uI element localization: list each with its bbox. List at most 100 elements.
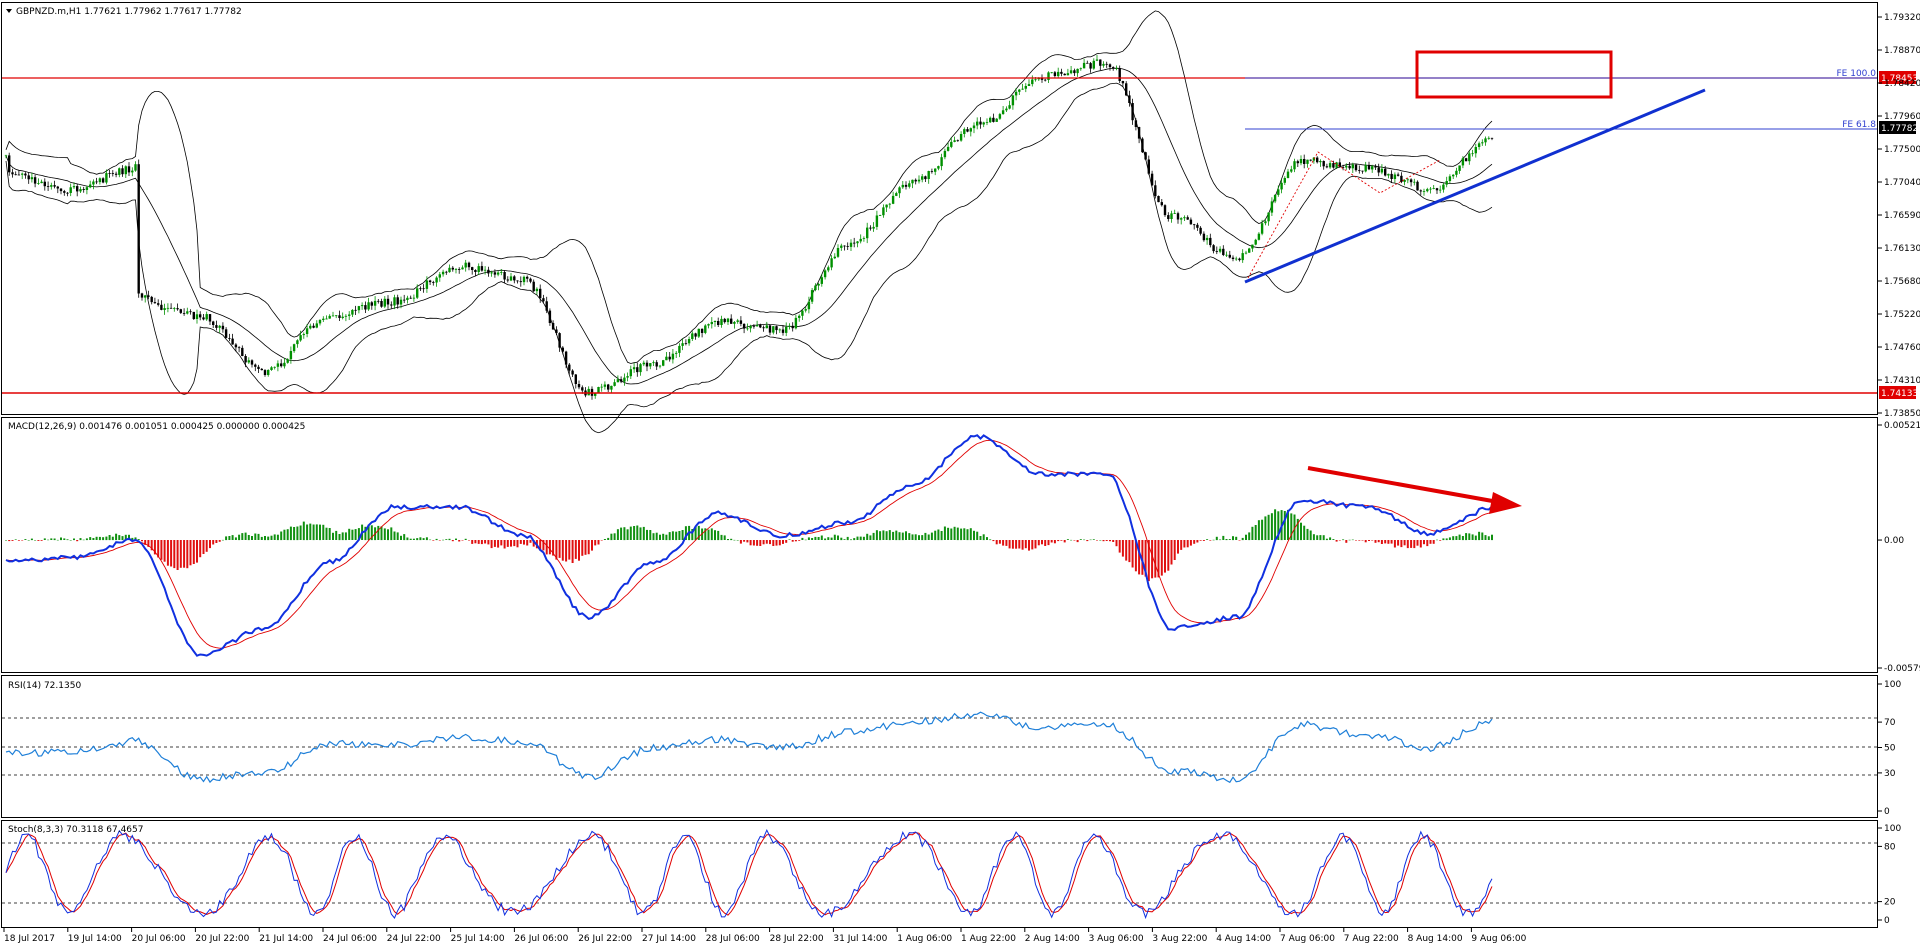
stoch-y-tick-label: 100 (1884, 824, 1901, 834)
main-y-tick-label: 1.74760 (1884, 343, 1920, 353)
candle-body (305, 328, 309, 334)
macd-histogram-bar (247, 535, 250, 541)
macd-histogram-bar (1293, 514, 1296, 541)
macd-histogram-bar (448, 538, 451, 541)
macd-histogram-bar (1112, 540, 1115, 542)
rsi-title: RSI(14) 72.1350 (8, 681, 81, 691)
candle-body (972, 125, 976, 129)
macd-histogram-bar (769, 540, 771, 545)
candle-body (1047, 72, 1050, 80)
macd-histogram-bar (238, 534, 241, 541)
candle-body (1254, 239, 1257, 245)
macd-histogram-bar (1316, 535, 1319, 540)
x-tick-label: 1 Aug 22:00 (961, 934, 1016, 944)
candle-body (467, 262, 471, 268)
macd-histogram-bar (225, 536, 228, 541)
candle-body (451, 267, 454, 270)
x-tick-label: 20 Jul 22:00 (195, 934, 249, 944)
macd-histogram-bar (791, 540, 794, 542)
macd-histogram-bar (1196, 540, 1199, 543)
macd-histogram-bar (1173, 540, 1176, 560)
candle-body (817, 283, 820, 286)
macd-histogram-bar (1083, 539, 1086, 541)
candle-body (946, 146, 950, 151)
candle-body (810, 290, 814, 302)
candle-body (114, 173, 118, 175)
candle-body (425, 280, 429, 289)
candle-body (869, 227, 872, 229)
candle-body (1180, 218, 1183, 220)
bollinger-middle-band (5, 67, 1493, 385)
candle-body (435, 277, 438, 283)
macd-histogram-bar (626, 529, 629, 540)
macd-histogram-bar (1345, 540, 1348, 543)
candle-body (655, 362, 658, 367)
candle-body (422, 288, 425, 290)
macd-histogram-bar (111, 536, 114, 541)
macd-histogram-bar (1099, 540, 1102, 541)
candle-body (1409, 179, 1413, 183)
candle-body (885, 204, 888, 208)
macd-histogram-bar (882, 530, 885, 540)
macd-histogram-bar (286, 529, 289, 541)
candle-body (189, 311, 192, 313)
candle-body (1011, 95, 1015, 106)
candle-body (1390, 173, 1393, 179)
macd-histogram-bar (998, 540, 1001, 544)
macd-histogram-bar (558, 540, 561, 558)
macd-histogram-bar (775, 540, 778, 546)
fib-618-label: FE 61.8 (1842, 120, 1876, 130)
chart-menu-icon[interactable] (6, 9, 12, 13)
macd-histogram-bar (66, 539, 69, 541)
candle-body (82, 189, 85, 190)
macd-histogram-bar (468, 540, 470, 541)
macd-histogram-bar (1439, 540, 1442, 541)
candle-body (483, 269, 487, 271)
candle-body (768, 325, 772, 333)
macd-divergence-arrow (1307, 466, 1522, 514)
candle-body (937, 166, 940, 169)
macd-histogram-bar (1377, 540, 1380, 543)
candle-body (1396, 174, 1400, 176)
candle-body (296, 340, 299, 345)
candle-body (85, 187, 89, 190)
candle-body (477, 266, 480, 272)
macd-histogram-bar (1154, 540, 1157, 578)
candle-body (302, 334, 305, 336)
candle-body (480, 266, 484, 271)
candle-body (791, 325, 794, 329)
macd-histogram-bar (578, 540, 580, 561)
macd-histogram-bar (584, 540, 587, 555)
candle-body (315, 323, 318, 328)
macd-title: MACD(12,26,9) 0.001476 0.001051 0.000425… (8, 422, 305, 432)
macd-histogram-bar (17, 540, 20, 541)
candle-body (373, 300, 377, 306)
candle-body (1060, 71, 1063, 74)
candle-body (940, 157, 943, 167)
candle-body (697, 328, 700, 337)
candle-body (37, 183, 40, 184)
macd-histogram-bar (105, 536, 108, 541)
candle-body (1063, 73, 1066, 76)
macd-histogram-bar (794, 540, 797, 542)
candle-body (199, 314, 202, 318)
x-tick-label: 4 Aug 14:00 (1216, 934, 1271, 944)
candle-body (328, 315, 331, 319)
candle-body (1170, 213, 1173, 219)
macd-histogram-bar (1400, 540, 1403, 548)
macd-histogram-bar (937, 529, 940, 541)
candle-body (1115, 68, 1118, 69)
macd-histogram-bar (817, 537, 820, 540)
fib-100-label: FE 100.0 (1837, 69, 1877, 79)
candle-body (1037, 78, 1040, 80)
stoch-y-axis: 100 80 20 0 (1878, 824, 1901, 926)
macd-histogram-bar (150, 540, 153, 551)
macd-histogram-bar (843, 539, 846, 540)
x-tick-label: 27 Jul 14:00 (642, 934, 696, 944)
arrow-shaft (1307, 466, 1499, 504)
candle-body (1040, 78, 1044, 80)
macd-histogram-bar (1287, 509, 1289, 540)
macd-histogram-bar (752, 540, 755, 546)
macd-histogram-bar (1309, 530, 1312, 541)
